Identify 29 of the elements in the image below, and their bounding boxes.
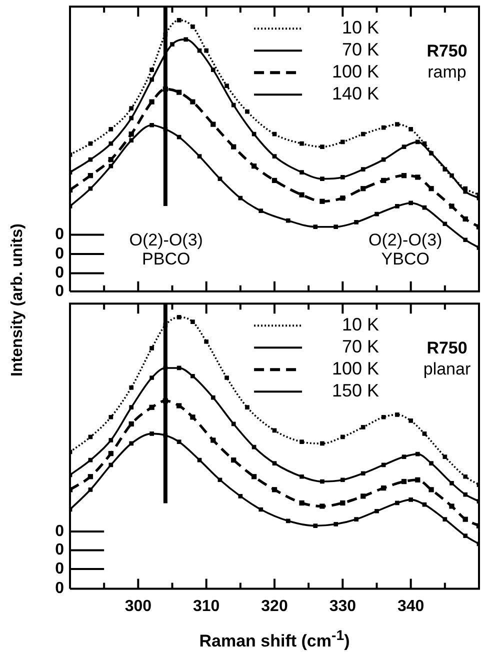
ref-line-label: 0 (55, 245, 64, 262)
ref-line-label: 0 (55, 560, 64, 578)
ref-line-label: 0 (55, 226, 64, 244)
x-tick-label: 300 (124, 598, 152, 615)
legend-label: 100 K (332, 62, 380, 82)
annotation: O(2)-O(3) PBCO (129, 230, 203, 268)
ref-line-label: 0 (55, 282, 64, 300)
ref-line-label: 0 (55, 542, 64, 559)
annotation: ramp (428, 62, 466, 82)
x-tick-label: 310 (192, 598, 220, 615)
legend-label: 10 K (342, 314, 380, 335)
y-axis-title: Intensity (arb. units) (9, 224, 27, 376)
legend-label: 100 K (332, 358, 380, 379)
x-tick-label: 330 (329, 598, 356, 615)
x-axis-title: Raman shift (cm$^{-1}$) (198, 628, 351, 652)
ref-line-label: 0 (55, 264, 64, 282)
annotation: R750 (426, 338, 468, 358)
x-tick-label: 340 (397, 598, 424, 615)
annotation: planar (423, 359, 471, 378)
x-tick-label: 320 (261, 598, 288, 615)
ref-line-label: 0 (55, 580, 64, 598)
legend-label: 70 K (342, 336, 380, 357)
legend-label: 150 K (332, 380, 380, 401)
legend-label: 10 K (342, 18, 380, 38)
legend-label: 70 K (342, 40, 380, 60)
ref-line-label: 0 (55, 522, 64, 540)
legend-label: 140 K (332, 84, 380, 104)
annotation: O(2)-O(3) YBCO (368, 230, 442, 268)
annotation: R750 (426, 41, 468, 60)
